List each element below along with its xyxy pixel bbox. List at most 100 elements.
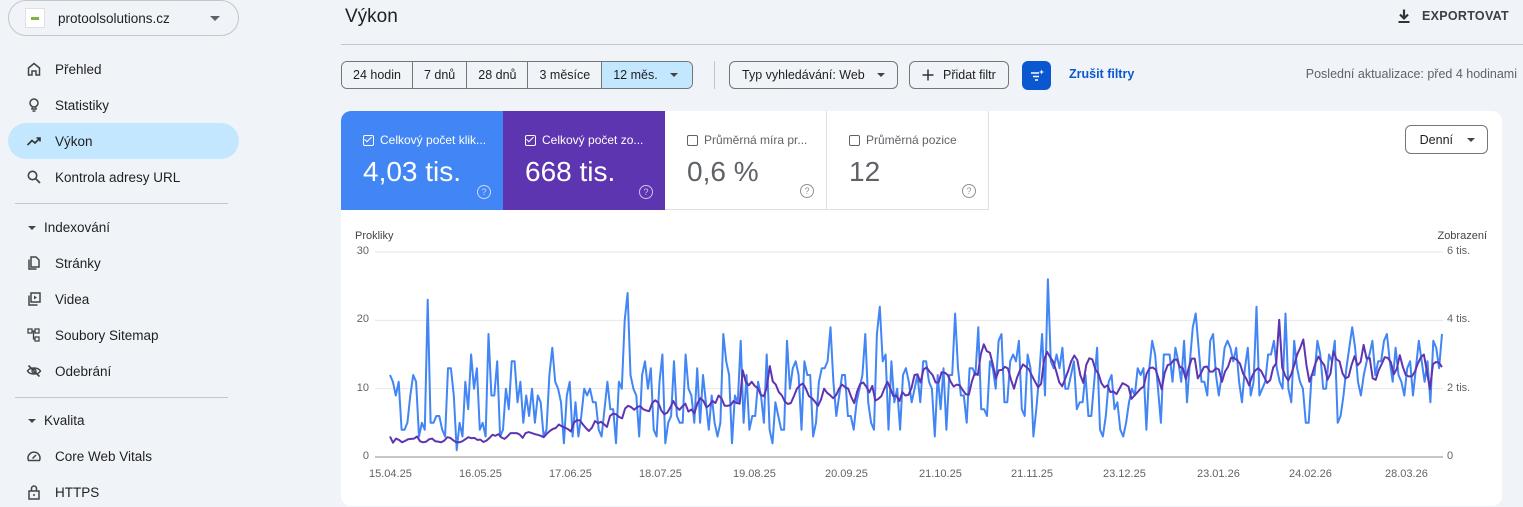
sidebar-divider [15, 397, 228, 398]
download-icon [1398, 9, 1410, 23]
x-tick: 18.07.25 [639, 468, 682, 480]
x-tick: 17.06.25 [549, 468, 592, 480]
sidebar-item-sitemap[interactable]: Soubory Sitemap [8, 317, 239, 353]
property-name: protoolsolutions.cz [58, 10, 170, 26]
sidebar-item-kontrola-url[interactable]: Kontrola adresy URL [8, 159, 239, 195]
add-filter-button[interactable]: Přidat filtr [909, 61, 1009, 89]
sidebar-item-label: Přehled [55, 61, 102, 77]
date-range-selector: 24 hodin 7 dnů 28 dnů 3 měsíce 12 měs. [341, 61, 693, 89]
checkbox-checked-icon[interactable] [363, 134, 374, 146]
trending-up-icon [26, 133, 42, 149]
search-type-label: Typ vyhledávání: Web [742, 68, 865, 82]
y-tick-left: 0 [362, 450, 369, 462]
help-icon[interactable]: ? [639, 185, 653, 199]
sidebar-item-label: Stránky [55, 255, 101, 271]
sidebar-item-vykon[interactable]: Výkon [8, 123, 239, 159]
x-tick: 21.11.25 [1011, 468, 1054, 480]
gauge-icon [26, 448, 42, 464]
sidebar-item-label: Výkon [55, 133, 93, 149]
performance-card: Celkový počet klik... 4,03 tis. ? Celkov… [341, 111, 1502, 506]
y-tick-left: 10 [356, 381, 369, 394]
checkbox-checked-icon[interactable] [525, 134, 536, 146]
sidebar-item-videa[interactable]: Videa [8, 281, 239, 317]
performance-chart[interactable]: Prokliky Zobrazení 0 0 10 2 tis. 20 4 tis. 30 6… [341, 226, 1502, 506]
plus-icon [922, 69, 934, 81]
right-axis-title: Zobrazení [1437, 230, 1487, 242]
x-tick: 23.01.26 [1197, 468, 1240, 480]
toolbar-separator [714, 61, 715, 89]
chevron-down-icon [876, 73, 885, 77]
y-tick-left: 30 [356, 245, 369, 257]
sidebar: protoolsolutions.cz Přehled Statistiky V… [0, 0, 248, 507]
sidebar-item-label: Soubory Sitemap [55, 327, 159, 343]
section-indexovani[interactable]: Indexování [28, 220, 110, 235]
lock-icon [26, 484, 42, 500]
export-button[interactable]: EXPORTOVAT [1396, 8, 1509, 24]
help-icon[interactable]: ? [800, 184, 814, 198]
impressions-line [389, 318, 1443, 444]
chart-plot [375, 251, 1443, 458]
header-divider [341, 44, 1523, 45]
y-tick-right: 0 [1447, 450, 1454, 462]
x-tick: 16.05.25 [459, 468, 502, 480]
granularity-select[interactable]: Denní [1404, 125, 1488, 154]
collapse-triangle-icon [28, 418, 36, 423]
range-3m[interactable]: 3 měsíce [528, 62, 603, 88]
clicks-line [389, 278, 1443, 452]
sidebar-item-stranky[interactable]: Stránky [8, 245, 239, 281]
checkbox-unchecked-icon[interactable] [849, 134, 860, 146]
sitemap-icon [26, 327, 42, 343]
sidebar-item-label: HTTPS [55, 484, 100, 500]
help-icon[interactable]: ? [477, 185, 491, 199]
checkbox-unchecked-icon[interactable] [687, 134, 698, 146]
sidebar-item-statistiky[interactable]: Statistiky [8, 87, 239, 123]
sidebar-item-core-web-vitals[interactable]: Core Web Vitals [8, 438, 239, 474]
search-icon [26, 169, 42, 185]
sidebar-item-label: Core Web Vitals [55, 448, 153, 464]
x-tick: 15.04.25 [369, 468, 412, 480]
last-update-text: Poslední aktualizace: před 4 hodinami [1305, 67, 1517, 81]
y-tick-right: 2 tis. [1447, 381, 1471, 394]
range-28d[interactable]: 28 dnů [467, 62, 529, 88]
help-icon[interactable]: ? [962, 184, 976, 198]
home-icon [26, 61, 42, 77]
add-filter-label: Přidat filtr [943, 68, 996, 82]
x-tick: 19.08.25 [733, 468, 776, 480]
section-title: Kvalita [44, 413, 85, 428]
metric-average-position[interactable]: Průměrná pozice 12 ? [827, 111, 989, 210]
search-type-filter[interactable]: Typ vyhledávání: Web [729, 61, 898, 89]
y-tick-left: 20 [356, 313, 369, 326]
sidebar-item-label: Videa [55, 291, 90, 307]
metric-label: Průměrná pozice [866, 133, 957, 147]
metric-average-ctr[interactable]: Průměrná míra pr... 0,6 % ? [665, 111, 827, 210]
collapse-triangle-icon [28, 225, 36, 230]
sidebar-divider [15, 203, 228, 204]
range-12m[interactable]: 12 měs. [602, 62, 692, 88]
clear-filters-link[interactable]: Zrušit filtry [1069, 67, 1135, 81]
sidebar-item-label: Odebrání [55, 363, 112, 379]
y-tick-right: 4 tis. [1447, 313, 1471, 326]
property-selector[interactable]: protoolsolutions.cz [8, 0, 239, 36]
range-7d[interactable]: 7 dnů [412, 62, 468, 88]
filter-settings-button[interactable] [1022, 61, 1051, 90]
metric-label: Celkový počet klik... [380, 133, 487, 147]
section-title: Indexování [44, 220, 111, 235]
sidebar-item-odebrani[interactable]: Odebrání [8, 353, 239, 389]
sidebar-item-label: Statistiky [55, 97, 110, 113]
site-favicon-icon [25, 8, 45, 28]
filter-sparkle-icon [1030, 69, 1044, 81]
metric-label: Průměrná míra pr... [704, 133, 808, 147]
x-tick: 24.02.26 [1289, 468, 1332, 480]
metric-total-impressions[interactable]: Celkový počet zo... 668 tis. ? [503, 111, 665, 210]
sidebar-item-prehled[interactable]: Přehled [8, 51, 239, 87]
x-tick: 23.12.25 [1103, 468, 1146, 480]
lightbulb-icon [26, 97, 42, 113]
range-24h[interactable]: 24 hodin [342, 62, 413, 88]
x-tick: 21.10.25 [919, 468, 962, 480]
sidebar-item-https[interactable]: HTTPS [8, 474, 239, 507]
metric-total-clicks[interactable]: Celkový počet klik... 4,03 tis. ? [341, 111, 503, 210]
section-kvalita[interactable]: Kvalita [28, 413, 85, 428]
pages-icon [26, 255, 42, 271]
x-tick: 20.09.25 [825, 468, 868, 480]
chevron-down-icon [669, 73, 678, 77]
